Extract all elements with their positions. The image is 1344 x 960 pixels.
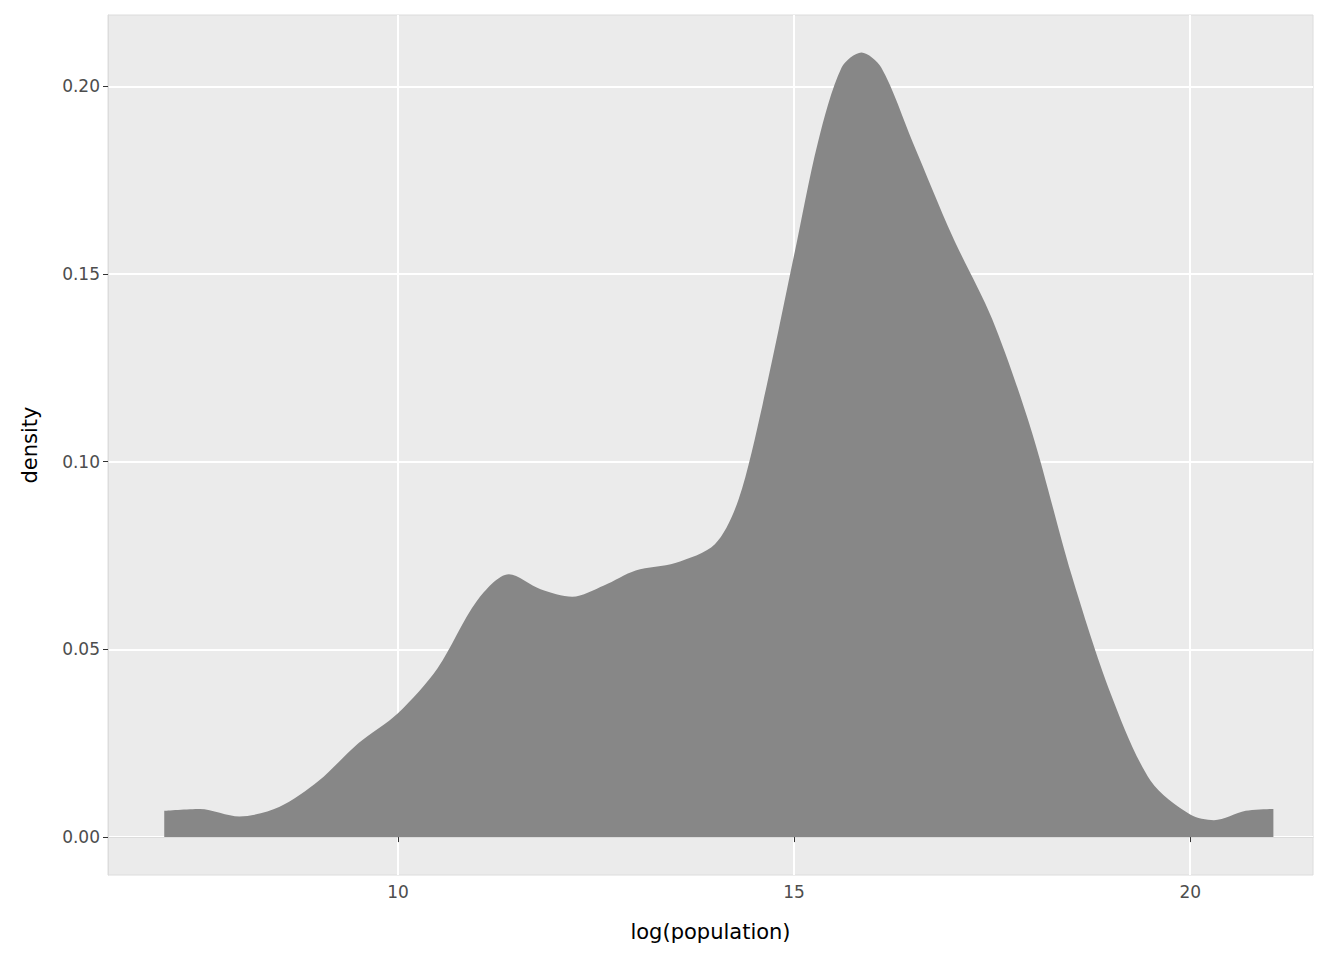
svg-text:20: 20	[1179, 882, 1201, 902]
svg-text:15: 15	[783, 882, 805, 902]
svg-text:0.00: 0.00	[62, 827, 100, 847]
svg-text:0.05: 0.05	[62, 639, 100, 659]
svg-text:0.15: 0.15	[62, 264, 100, 284]
svg-text:density: density	[18, 407, 42, 484]
svg-text:log(population): log(population)	[630, 920, 790, 944]
svg-text:10: 10	[387, 882, 409, 902]
svg-text:0.20: 0.20	[62, 76, 100, 96]
svg-text:0.10: 0.10	[62, 452, 100, 472]
